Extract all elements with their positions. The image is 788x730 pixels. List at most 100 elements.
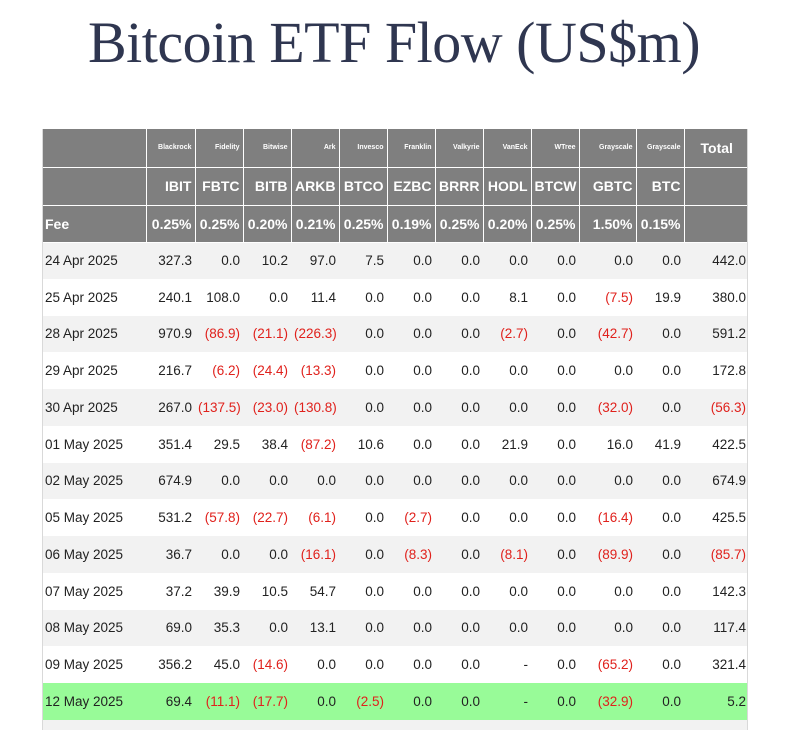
flow-cell: (14.6) — [243, 646, 291, 683]
total-cell: 425.5 — [684, 499, 747, 536]
fee-header: 0.25% — [339, 205, 388, 243]
date-cell: 05 May 2025 — [43, 499, 146, 536]
flow-cell: 0.0 — [387, 425, 435, 463]
flow-cell: 531.2 — [146, 499, 195, 536]
flow-cell: 21.9 — [483, 425, 531, 463]
flow-cell: 0.0 — [636, 462, 684, 500]
ticker-header: BTCW — [531, 167, 580, 206]
flow-cell: 0.0 — [483, 609, 531, 647]
flow-cell: 0.0 — [387, 462, 435, 500]
flow-cell: 0.0 — [435, 425, 483, 463]
issuer-header: Franklin — [387, 129, 436, 168]
date-cell: 06 May 2025 — [43, 536, 146, 573]
flow-cell: (8.3) — [387, 536, 435, 573]
flow-cell: (226.3) — [291, 315, 339, 353]
date-cell: 24 Apr 2025 — [43, 242, 146, 279]
flow-cell: (32.0) — [579, 389, 636, 426]
flow-cell: 0.0 — [243, 536, 291, 573]
table-row: 30 Apr 2025 267.0 (137.5) (23.0) (130.8) 0.0 0… — [43, 389, 747, 426]
flow-cell: 19.9 — [636, 278, 684, 316]
flow-cell: 0.0 — [531, 572, 579, 610]
table-row: 01 May 2025 351.4 29.5 38.4 (87.2) 10.6 0.0 0.0… — [43, 425, 747, 463]
flow-cell: 0.0 — [531, 278, 579, 316]
flow-cell: 0.0 — [339, 536, 387, 573]
flow-cell: (32.9) — [579, 683, 636, 720]
table-row: 25 Apr 2025 240.1 108.0 0.0 11.4 0.0 0.0 0.0 8.1… — [43, 278, 747, 316]
flow-cell: 0.0 — [531, 425, 579, 463]
flow-cell: - — [483, 683, 531, 720]
flow-cell: 0.0 — [387, 389, 435, 426]
flow-cell: 69.4 — [146, 683, 195, 720]
flow-cell: (65.2) — [579, 646, 636, 683]
flow-cell: 0.0 — [435, 352, 483, 389]
flow-cell: 0.0 — [387, 572, 435, 610]
date-cell: 30 Apr 2025 — [43, 389, 146, 426]
table-row: 02 May 2025 674.9 0.0 0.0 0.0 0.0 0.0 0.0 0.0 0.0… — [43, 462, 747, 500]
ticker-header: ARKB — [291, 167, 340, 206]
table-row: 07 May 2025 37.2 39.9 10.5 54.7 0.0 0.0 0.0 0.0 0… — [43, 572, 747, 610]
total-header-blank — [684, 205, 747, 243]
date-cell: 09 May 2025 — [43, 646, 146, 683]
flow-cell: 10.2 — [243, 242, 291, 279]
fee-header: 0.19% — [387, 205, 436, 243]
flow-cell: (16.4) — [579, 499, 636, 536]
flow-cell: 0.0 — [435, 278, 483, 316]
flow-cell: 69.0 — [146, 609, 195, 647]
fee-header: 1.50% — [579, 205, 637, 243]
flow-cell: 0.0 — [636, 572, 684, 610]
flow-cell: 29.5 — [195, 425, 243, 463]
flow-cell: (86.9) — [195, 315, 243, 353]
flow-cell: 45.0 — [195, 646, 243, 683]
total-cell: 142.3 — [684, 572, 747, 610]
fee-header: 0.20% — [243, 205, 292, 243]
flow-cell: (8.1) — [483, 536, 531, 573]
flow-cell: (42.7) — [579, 315, 636, 353]
date-cell: 29 Apr 2025 — [43, 352, 146, 389]
flow-cell: 0.0 — [339, 352, 387, 389]
fee-label: Fee — [43, 205, 147, 243]
ticker-header: BTCO — [339, 167, 388, 206]
flow-cell: 0.0 — [387, 278, 435, 316]
flow-cell: 0.0 — [435, 683, 483, 720]
flow-cell: 0.0 — [435, 609, 483, 647]
flow-cell: 0.0 — [387, 683, 435, 720]
fee-header-row: Fee 0.25% 0.25% 0.20% 0.21% 0.25% 0.19% 0.25% 0… — [43, 205, 747, 243]
total-cell: 321.4 — [684, 646, 747, 683]
flow-cell: 0.0 — [531, 242, 579, 279]
fee-header: 0.21% — [291, 205, 340, 243]
date-cell: 08 May 2025 — [43, 609, 146, 647]
flow-cell: 0.0 — [636, 683, 684, 720]
flow-cell: 0.0 — [531, 389, 579, 426]
fee-header: 0.25% — [435, 205, 484, 243]
table-row: 05 May 2025 531.2 (57.8) (22.7) (6.1) 0.0 (2.7… — [43, 499, 747, 536]
ticker-header-row: IBIT FBTC BITB ARKB BTCO EZBC BRRR HODL BTCW GBTC… — [43, 167, 747, 206]
flow-cell: 0.0 — [387, 315, 435, 353]
flow-cell: 38.4 — [243, 425, 291, 463]
total-cell: 5.2 — [684, 683, 747, 720]
issuer-header: Valkyrie — [435, 129, 484, 168]
flow-cell: 0.0 — [636, 646, 684, 683]
table-body: 24 Apr 2025 327.3 0.0 10.2 97.0 7.5 0.0 0.0 0.0 0… — [43, 242, 747, 720]
flow-cell: 0.0 — [579, 462, 636, 500]
flow-cell: (22.7) — [243, 499, 291, 536]
header-corner — [43, 167, 147, 206]
flow-cell: 0.0 — [195, 242, 243, 279]
flow-cell: 0.0 — [483, 242, 531, 279]
issuer-header: Grayscale — [579, 129, 637, 168]
flow-cell: 216.7 — [146, 352, 195, 389]
flow-cell: 0.0 — [387, 242, 435, 279]
issuer-header: Fidelity — [195, 129, 244, 168]
flow-cell: 0.0 — [387, 646, 435, 683]
total-cell: 422.5 — [684, 425, 747, 463]
flow-cell: 0.0 — [291, 646, 339, 683]
table-row: 24 Apr 2025 327.3 0.0 10.2 97.0 7.5 0.0 0.0 0.0 0… — [43, 242, 747, 279]
flow-cell: 0.0 — [483, 499, 531, 536]
flow-cell: 0.0 — [531, 536, 579, 573]
issuer-header: Blackrock — [146, 129, 196, 168]
flow-cell: 0.0 — [435, 572, 483, 610]
flow-cell: 0.0 — [531, 609, 579, 647]
flow-cell: 0.0 — [195, 536, 243, 573]
flow-cell: 0.0 — [339, 646, 387, 683]
ticker-header: GBTC — [579, 167, 637, 206]
